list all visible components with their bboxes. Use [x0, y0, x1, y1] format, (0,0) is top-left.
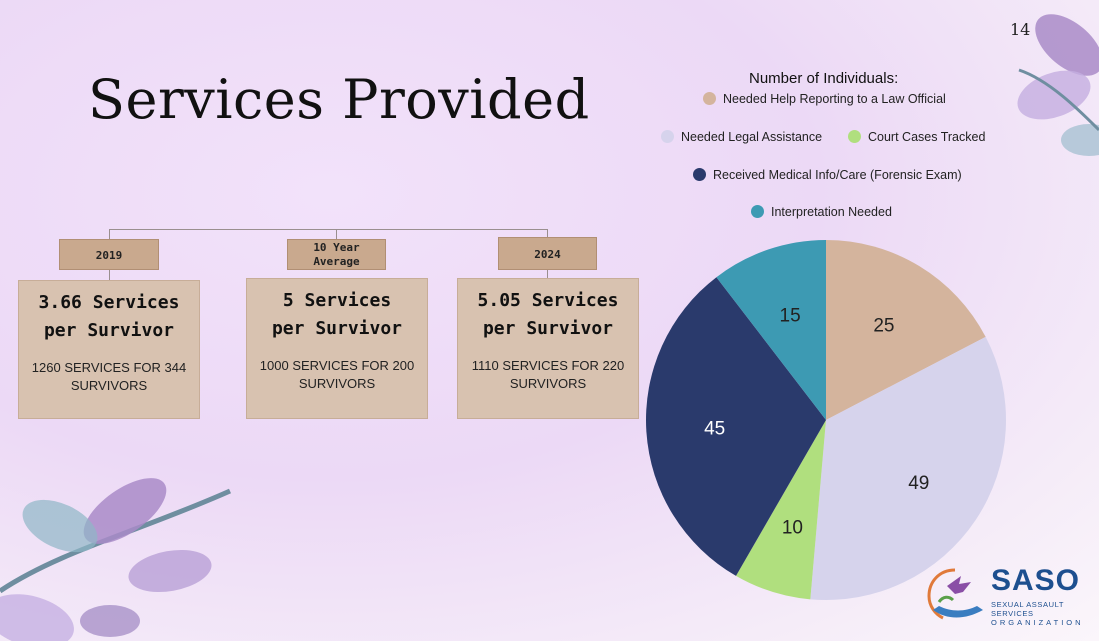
- stat-card-headline: 5 Services per Survivor: [247, 287, 427, 343]
- headline-line: per Survivor: [482, 318, 614, 339]
- legend-item-medical: Received Medical Info/Care (Forensic Exa…: [693, 168, 962, 182]
- logo-subtitle-line: SEXUAL ASSAULT SERVICES: [991, 600, 1064, 618]
- legend-swatch: [703, 92, 716, 105]
- pie-data-label: 49: [908, 473, 929, 494]
- slice-legal-assistance: [810, 336, 1006, 600]
- legend-label: Needed Legal Assistance: [681, 130, 823, 144]
- pie-data-label: 25: [873, 316, 894, 337]
- legend-swatch: [693, 168, 706, 181]
- year-label-text: 2019: [95, 249, 123, 262]
- connector-2019: [109, 229, 110, 239]
- pie-data-label: 15: [780, 305, 801, 326]
- stat-card-detail: 1110 SERVICES FOR 220 SURVIVORS: [471, 358, 625, 391]
- saso-logo: SASO SEXUAL ASSAULT SERVICES ORGANIZATIO…: [925, 564, 1095, 627]
- year-label-text: 10 Year Average: [313, 241, 360, 268]
- headline-line: 5 Services: [282, 290, 392, 311]
- headline-line: 5.05 Services: [477, 290, 619, 311]
- stat-card-2024: 5.05 Services per Survivor 1110 SERVICES…: [457, 278, 639, 419]
- connector-horizontal: [109, 229, 547, 230]
- year-label-2024: 2024: [498, 237, 597, 270]
- slide-number: 14: [1010, 20, 1031, 39]
- stat-card-headline: 3.66 Services per Survivor: [19, 289, 199, 345]
- legend-item-legal-assistance: Needed Legal Assistance: [661, 130, 822, 144]
- year-label-average: 10 Year Average: [287, 239, 386, 270]
- headline-line: per Survivor: [43, 320, 175, 341]
- legend-item-interpretation: Interpretation Needed: [751, 205, 892, 219]
- legend-label: Interpretation Needed: [771, 205, 892, 219]
- connector-2024: [547, 229, 548, 238]
- connector-average: [336, 229, 337, 239]
- legend-item-court-cases: Court Cases Tracked: [848, 130, 985, 144]
- logo-name: SASO: [991, 564, 1081, 597]
- slice-medical: [645, 277, 826, 576]
- dove-hand-icon: [927, 568, 983, 620]
- legend-swatch: [661, 130, 674, 143]
- legend-swatch: [848, 130, 861, 143]
- logo-subtitle-line: ORGANIZATION: [991, 618, 1084, 627]
- stat-card-average: 5 Services per Survivor 1000 SERVICES FO…: [246, 278, 428, 419]
- legend-label: Received Medical Info/Care (Forensic Exa…: [713, 168, 962, 182]
- decorative-flower-bottom-left: [0, 478, 232, 641]
- connector-2019-card: [109, 270, 110, 280]
- stat-card-headline: 5.05 Services per Survivor: [458, 287, 638, 343]
- stat-card-2019: 3.66 Services per Survivor 1260 SERVICES…: [18, 280, 200, 419]
- page-title: Services Provided: [88, 68, 590, 131]
- pie-data-label: 45: [704, 418, 725, 439]
- stat-card-detail: 1260 SERVICES FOR 344 SURVIVORS: [31, 360, 187, 393]
- year-label-text: 2024: [534, 248, 561, 261]
- chart-title: Number of Individuals:: [749, 70, 899, 87]
- pie-data-label: 10: [782, 517, 803, 538]
- year-label-2019: 2019: [59, 239, 159, 270]
- legend-swatch: [751, 205, 764, 218]
- stat-card-detail: 1000 SERVICES FOR 200 SURVIVORS: [259, 358, 415, 391]
- slice-interpretation: [716, 240, 826, 420]
- legend-item-law-official: Needed Help Reporting to a Law Official: [703, 92, 946, 106]
- legend-label: Court Cases Tracked: [868, 130, 986, 144]
- legend-label: Needed Help Reporting to a Law Official: [723, 92, 946, 106]
- connector-2024-card: [547, 270, 548, 278]
- headline-line: per Survivor: [271, 318, 403, 339]
- decorative-flower-top-right: [1017, 14, 1099, 156]
- slice-court-cases: [736, 420, 826, 600]
- slice-law-official: [826, 240, 986, 420]
- headline-line: 3.66 Services: [38, 292, 180, 313]
- logo-subtitle: SEXUAL ASSAULT SERVICES ORGANIZATION: [991, 600, 1095, 627]
